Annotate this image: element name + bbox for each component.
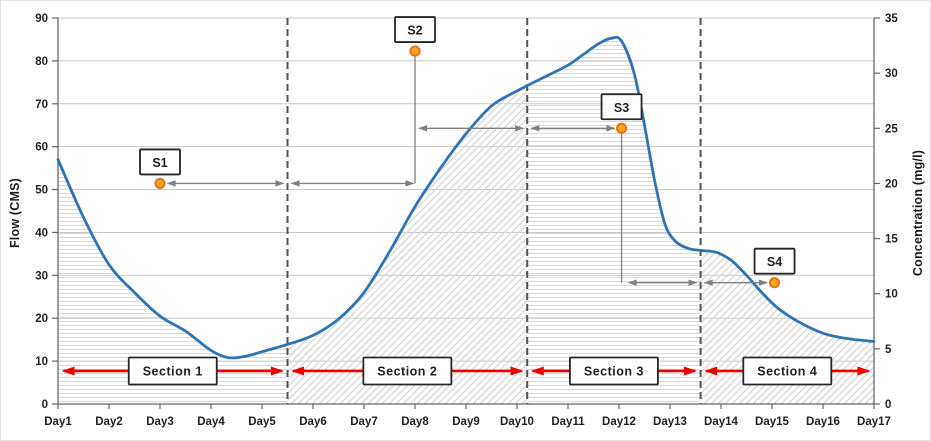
- left-axis-tick-label: 90: [35, 13, 48, 25]
- right-axis-tick-label: 10: [885, 289, 898, 301]
- axes: 0 10 20 30 40 50 60 70 80 90 0 5 10 15 20 25 30 35 Day1 Day…: [35, 13, 898, 428]
- sample-label-box: [600, 93, 643, 121]
- transfer-arrow-left-head-icon: [627, 279, 637, 286]
- x-axis-day-label: Day4: [197, 416, 225, 428]
- section-label: Section 2: [377, 364, 437, 378]
- section-label: Section 4: [757, 364, 817, 378]
- x-axis-day-label: Day14: [704, 416, 738, 428]
- flow-curve: [56, 35, 876, 360]
- section-label: Section 3: [584, 364, 644, 378]
- section-annotation-3: Section 3: [530, 356, 698, 386]
- right-axis-tick-label: 15: [885, 234, 898, 246]
- right-axis-tick-label: 30: [885, 68, 898, 80]
- transfer-arrows: [166, 55, 768, 286]
- right-axis-tick-label: 20: [885, 178, 898, 190]
- left-axis-tick-label: 0: [42, 399, 48, 411]
- x-axis-day-label: Day11: [551, 416, 585, 428]
- section-fill-3: [527, 38, 701, 404]
- sample-s4: S4: [753, 247, 796, 289]
- x-axis-day-label: Day5: [248, 416, 276, 428]
- left-axis-tick-label: 10: [35, 356, 48, 368]
- section-arrow-right-head-icon: [684, 366, 698, 376]
- sample-label: S3: [614, 101, 629, 115]
- x-axis-day-label: Day6: [299, 416, 327, 428]
- section-arrow-right-head-icon: [270, 366, 284, 376]
- right-axis-tick-label: 0: [885, 399, 891, 411]
- left-axis-tick-label: 70: [35, 99, 48, 111]
- transfer-arrow-left-head-icon: [703, 279, 713, 286]
- x-axis-day-label: Day2: [95, 416, 123, 428]
- left-axis-tick-label: 30: [35, 270, 48, 282]
- x-axis-day-label: Day16: [806, 416, 840, 428]
- sample-label: S4: [767, 255, 782, 269]
- section-dividers: [286, 18, 702, 404]
- x-axis-day-label: Day1: [44, 416, 72, 428]
- section-annotation-2: Section 2: [291, 356, 524, 386]
- section-annotation-4: Section 4: [704, 356, 871, 386]
- left-axis-tick-label: 20: [35, 313, 48, 325]
- transfer-arrow-left-head-icon: [290, 180, 300, 187]
- section-annotation-1: Section 1: [61, 356, 284, 386]
- left-axis-tick-label: 50: [35, 185, 48, 197]
- sample-marker-icon: [615, 122, 628, 134]
- left-axis-tick-label: 60: [35, 142, 48, 154]
- x-axis-day-label: Day10: [500, 416, 534, 428]
- transfer-arrow-right-head-icon: [405, 180, 415, 187]
- x-axis-day-label: Day7: [350, 416, 378, 428]
- sample-label: S1: [152, 156, 167, 170]
- sample-label: S2: [407, 24, 422, 38]
- transfer-arrow-right-head-icon: [275, 180, 285, 187]
- x-axis-day-label: Day13: [653, 416, 687, 428]
- transfer-arrow-right-head-icon: [688, 279, 698, 286]
- transfer-arrow-right-head-icon: [606, 125, 616, 132]
- x-axis-day-label: Day3: [146, 416, 174, 428]
- section-label-box: [362, 356, 453, 386]
- right-axis-tick-label: 5: [885, 344, 892, 356]
- x-axis-day-label: Day8: [401, 416, 429, 428]
- section-label-box: [742, 356, 833, 386]
- section-arrow-left-head-icon: [530, 366, 544, 376]
- right-axis-tick-label: 25: [885, 123, 898, 135]
- section-label: Section 1: [143, 364, 203, 378]
- right-axis-tick-label: 35: [885, 13, 898, 25]
- area-fills: [58, 38, 874, 405]
- section-label-box: [569, 356, 659, 386]
- section-fill-1: [58, 159, 288, 404]
- transfer-arrow-left-head-icon: [418, 125, 428, 132]
- sample-label-box: [753, 247, 796, 275]
- sample-label-box: [139, 148, 181, 176]
- section-arrow-right-head-icon: [510, 366, 524, 376]
- section-arrow-left-head-icon: [291, 366, 305, 376]
- section-arrow-left-head-icon: [704, 366, 718, 376]
- sample-s1: S1: [139, 148, 181, 190]
- x-axis-day-label: Day15: [755, 416, 789, 428]
- transfer-arrow-left-head-icon: [530, 125, 540, 132]
- sample-marker-icon: [768, 277, 781, 289]
- sample-label-box: [394, 16, 436, 43]
- transfer-arrow-right-head-icon: [758, 279, 768, 286]
- sample-s2: S2: [394, 16, 436, 57]
- section-label-box: [127, 356, 218, 386]
- section-arrow-right-head-icon: [857, 366, 871, 376]
- sample-s3: S3: [600, 93, 643, 134]
- x-axis-day-label: Day9: [452, 416, 480, 428]
- section-fill-2: [287, 85, 528, 405]
- left-axis-tick-label: 40: [35, 227, 48, 239]
- x-axis-day-label: Day17: [857, 416, 891, 428]
- transfer-arrow-right-head-icon: [515, 125, 525, 132]
- transfer-arrow-left-head-icon: [166, 180, 176, 187]
- left-axis-tick-label: 80: [35, 56, 48, 68]
- section-arrow-left-head-icon: [61, 366, 75, 376]
- sample-marker-icon: [154, 177, 166, 190]
- sample-marker-icon: [409, 45, 421, 57]
- x-axis-day-label: Day12: [602, 416, 636, 428]
